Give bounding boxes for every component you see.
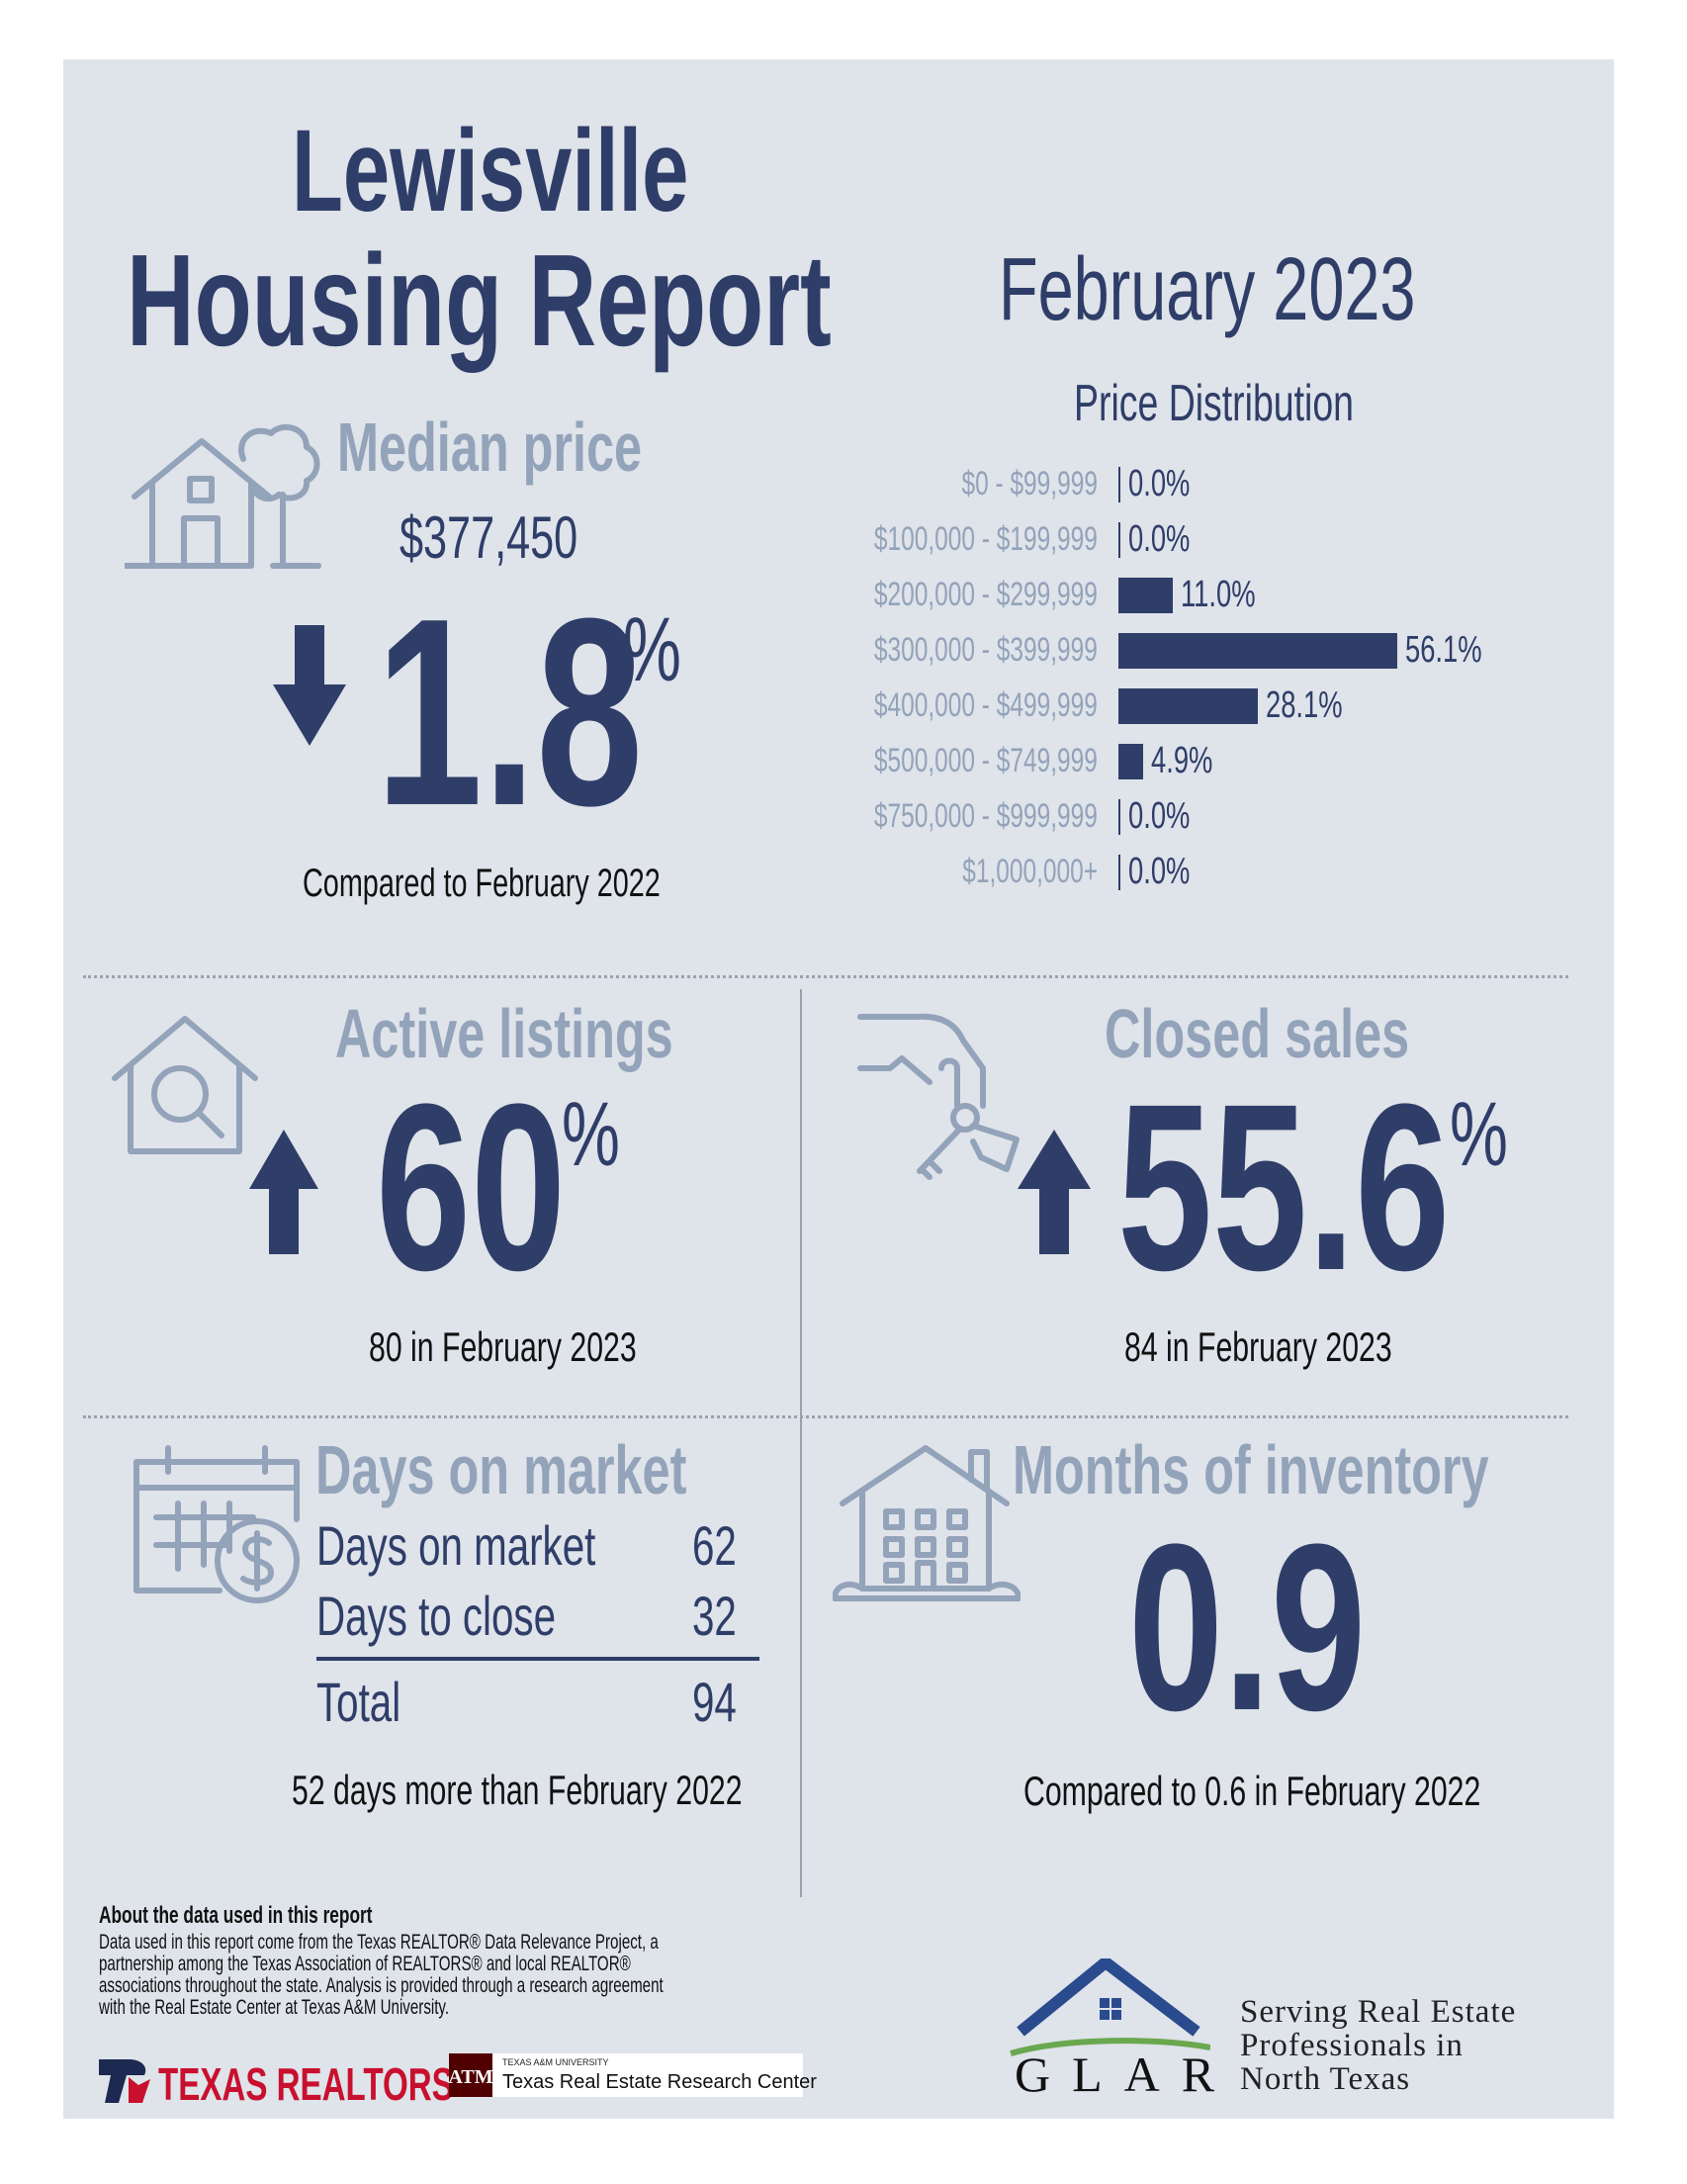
median-price-percent-sign: % [623,599,681,700]
tamu-center-name: Texas Real Estate Research Center [502,2071,817,2093]
months-inventory-heading: Months of inventory [1013,1431,1489,1508]
price-distribution-value: 4.9% [1150,740,1212,781]
closed-sales-change: 55.6 [1117,1054,1451,1320]
column-divider [800,989,802,1897]
price-distribution-bar [1118,799,1120,835]
about-data-line: with the Real Estate Center at Texas A&M… [99,1996,450,2019]
about-data-line: associations throughout the state. Analy… [99,1974,664,1997]
report-title-city: Lewisville [292,106,689,236]
months-inventory-value: 0.9 [1128,1495,1367,1760]
price-range-label: $750,000 - $999,999 [874,797,1098,835]
median-price-comparison: Compared to February 2022 [303,862,661,905]
price-range-label: $1,000,000+ [962,853,1098,890]
price-distribution-bar [1118,522,1120,558]
price-distribution-value: 11.0% [1181,574,1256,615]
closed-sales-count: 84 in February 2023 [1124,1323,1392,1370]
price-distribution-bar [1118,467,1120,502]
active-listings-change: 60 [376,1054,567,1320]
glar-tagline-line: Serving Real Estate [1240,1994,1517,2030]
months-inventory-comparison: Compared to 0.6 in February 2022 [1023,1768,1481,1814]
total-label: Total [316,1671,401,1733]
active-listings-heading: Active listings [335,995,673,1072]
price-distribution-bar [1118,633,1397,669]
median-price-value: $377,450 [400,504,578,571]
active-listings-percent-sign: % [562,1084,620,1185]
arrow-down-icon [273,625,346,746]
days-on-market-comparison: 52 days more than February 2022 [292,1767,743,1813]
section-divider [83,975,1568,978]
total-value: 94 [692,1671,737,1733]
price-distribution-value: 0.0% [1128,518,1191,560]
days-on-market-heading: Days on market [315,1431,687,1508]
arrow-up-icon [249,1130,318,1254]
median-price-heading: Median price [337,409,643,486]
price-distribution-bar [1118,744,1143,779]
days-to-close-label: Days to close [316,1585,557,1647]
about-data-line: partnership among the Texas Association … [99,1953,631,1975]
house-search-icon [112,1016,258,1154]
days-on-market-label: Days on market [316,1514,596,1577]
texas-realtors-wordmark: TEXAS REALTORS [158,2058,454,2110]
house-with-tree-icon [125,423,321,569]
arrow-up-icon [1018,1130,1091,1254]
days-to-close-value: 32 [692,1585,737,1647]
report-period: February 2023 [999,240,1416,339]
active-listings-count: 80 in February 2023 [369,1323,637,1370]
closed-sales-heading: Closed sales [1105,995,1410,1072]
median-price-change: 1.8 [376,564,644,862]
hand-keys-icon [857,1013,1020,1180]
tamu-logo: ATM TEXAS A&M UNIVERSITY Texas Real Esta… [448,2053,817,2097]
total-rule [316,1657,759,1661]
glar-tagline-line: Professionals in [1240,2028,1464,2063]
price-distribution-title: Price Distribution [1074,375,1354,432]
glar-tagline-line: North Texas [1240,2061,1411,2097]
report-title: Housing Report [127,228,832,373]
price-distribution-value: 0.0% [1128,463,1191,504]
glar-house-icon [1010,1958,1210,2056]
calendar-dollar-icon [133,1445,300,1603]
glar-wordmark: GLAR [1015,2047,1237,2102]
price-range-label: $200,000 - $299,999 [874,576,1098,613]
price-range-label: $500,000 - $749,999 [874,742,1098,779]
apartment-house-icon [833,1445,1021,1601]
about-data-title: About the data used in this report [99,1902,373,1929]
price-distribution-value: 28.1% [1266,684,1343,726]
price-range-label: $0 - $99,999 [961,465,1098,502]
price-distribution-value: 56.1% [1405,629,1482,671]
price-distribution-bar [1118,688,1259,724]
tamu-university-label: TEXAS A&M UNIVERSITY [502,2057,609,2067]
about-data-line: Data used in this report come from the T… [99,1931,659,1954]
price-range-label: $400,000 - $499,999 [874,686,1098,724]
price-range-label: $100,000 - $199,999 [874,520,1098,558]
tamu-mark-icon: ATM [448,2053,493,2097]
svg-text:ATM: ATM [449,2066,492,2088]
price-distribution-bar [1118,578,1174,613]
price-distribution-bar [1118,855,1120,890]
texas-realtors-mark-icon [99,2059,150,2103]
price-range-label: $300,000 - $399,999 [874,631,1098,669]
days-on-market-value: 62 [692,1514,737,1577]
report-panel [63,59,1614,2119]
closed-sales-percent-sign: % [1450,1084,1508,1185]
price-distribution-value: 0.0% [1128,795,1191,837]
section-divider [83,1415,1568,1418]
price-distribution-value: 0.0% [1128,851,1191,892]
